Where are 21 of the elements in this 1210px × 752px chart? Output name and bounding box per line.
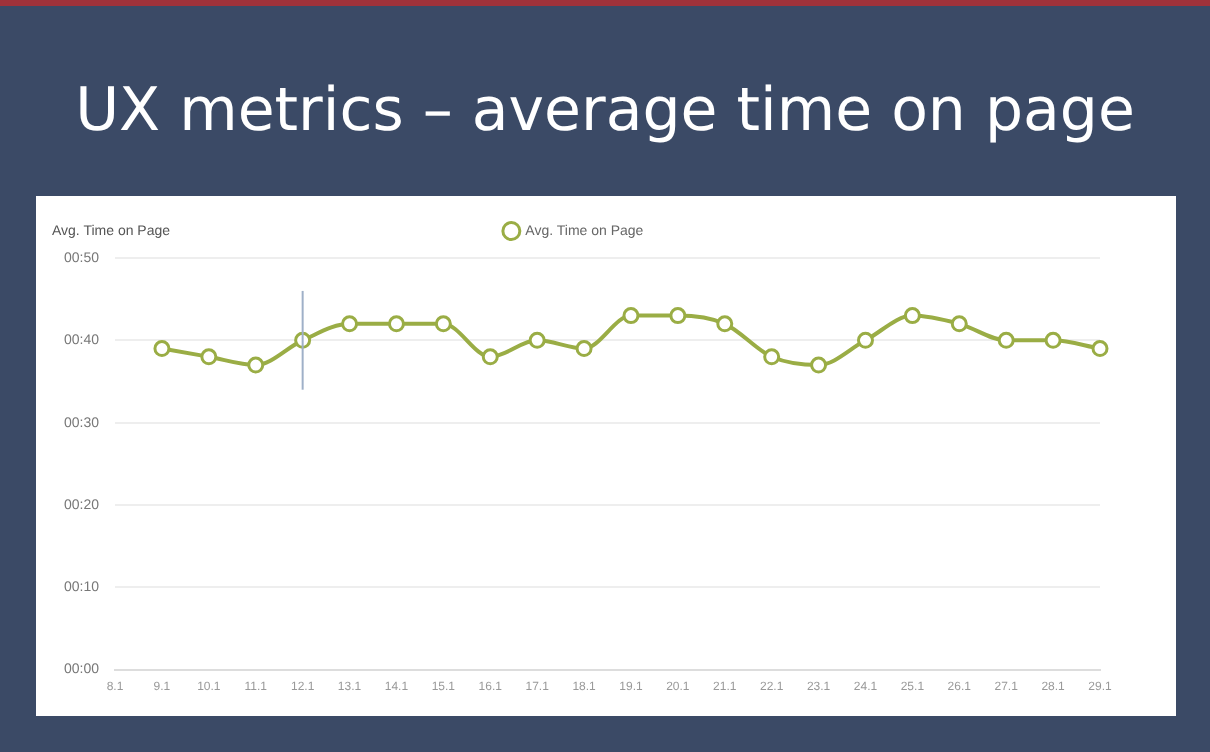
point: [247, 356, 265, 374]
point: [903, 307, 921, 325]
point: [528, 331, 546, 349]
point: [669, 307, 687, 325]
point: [950, 315, 968, 333]
point: [997, 331, 1015, 349]
point: [200, 348, 218, 366]
chart-title: UX metrics – average time on page: [73, 76, 1137, 146]
point: [387, 315, 405, 333]
point: [575, 340, 593, 358]
point: [622, 307, 640, 325]
point: [716, 315, 734, 333]
point: [153, 340, 171, 358]
point: [434, 315, 452, 333]
point: [856, 331, 874, 349]
point: [1044, 331, 1062, 349]
point: [763, 348, 781, 366]
point: [810, 356, 828, 374]
point: [1091, 340, 1109, 358]
point: [481, 348, 499, 366]
point: [341, 315, 359, 333]
